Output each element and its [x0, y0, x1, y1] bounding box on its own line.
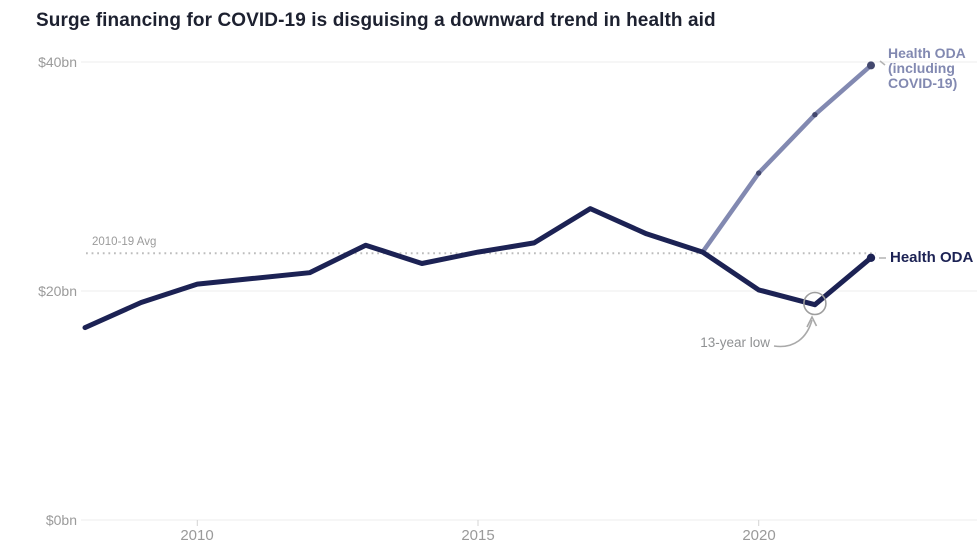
legend-health-oda: Health ODA [890, 249, 974, 266]
average-line-label: 2010-19 Avg [92, 236, 157, 248]
y-axis-label-40bn: $40bn [38, 54, 77, 70]
thirteen-year-low-circle [803, 291, 827, 316]
y-axis-label-20bn: $20bn [38, 283, 77, 299]
y-axis-label-0bn: $0bn [45, 512, 77, 528]
covid-oda-line [700, 63, 874, 255]
x-axis-label-2015: 2015 [461, 527, 495, 544]
chart-title: Surge financing for COVID-19 is disguisi… [36, 10, 716, 31]
x-axis-label-2010: 2010 [180, 527, 214, 544]
legend-covid-line-1: Health ODA [888, 45, 966, 61]
covid-line-end-dot [867, 61, 875, 70]
covid-line-point [756, 170, 762, 176]
legend-covid-line-3: COVID-19) [888, 75, 958, 91]
annotation-arrowhead [806, 315, 818, 328]
annotation-arrow [773, 319, 813, 348]
legend-dash-covid [879, 60, 886, 66]
health-oda-end-dot [866, 253, 876, 262]
covid-line-point [812, 112, 818, 118]
thirteen-year-low-label: 13-year low [700, 335, 770, 350]
health-oda-line [82, 206, 874, 331]
legend-covid-line-2: (including [888, 60, 955, 76]
legend-health-oda-covid: Health ODA (including COVID-19) [888, 46, 966, 91]
x-axis-label-2020: 2020 [742, 527, 776, 544]
